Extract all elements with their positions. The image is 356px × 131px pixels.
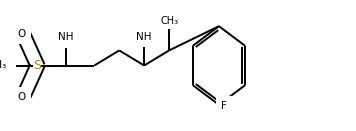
Text: O: O (17, 92, 26, 102)
Text: F: F (221, 101, 227, 111)
Text: NH: NH (136, 32, 152, 42)
Text: NH: NH (58, 32, 74, 42)
Text: O: O (17, 29, 26, 39)
Text: CH₃: CH₃ (160, 16, 178, 26)
Text: CH₃: CH₃ (0, 61, 7, 70)
Text: S: S (33, 59, 41, 72)
